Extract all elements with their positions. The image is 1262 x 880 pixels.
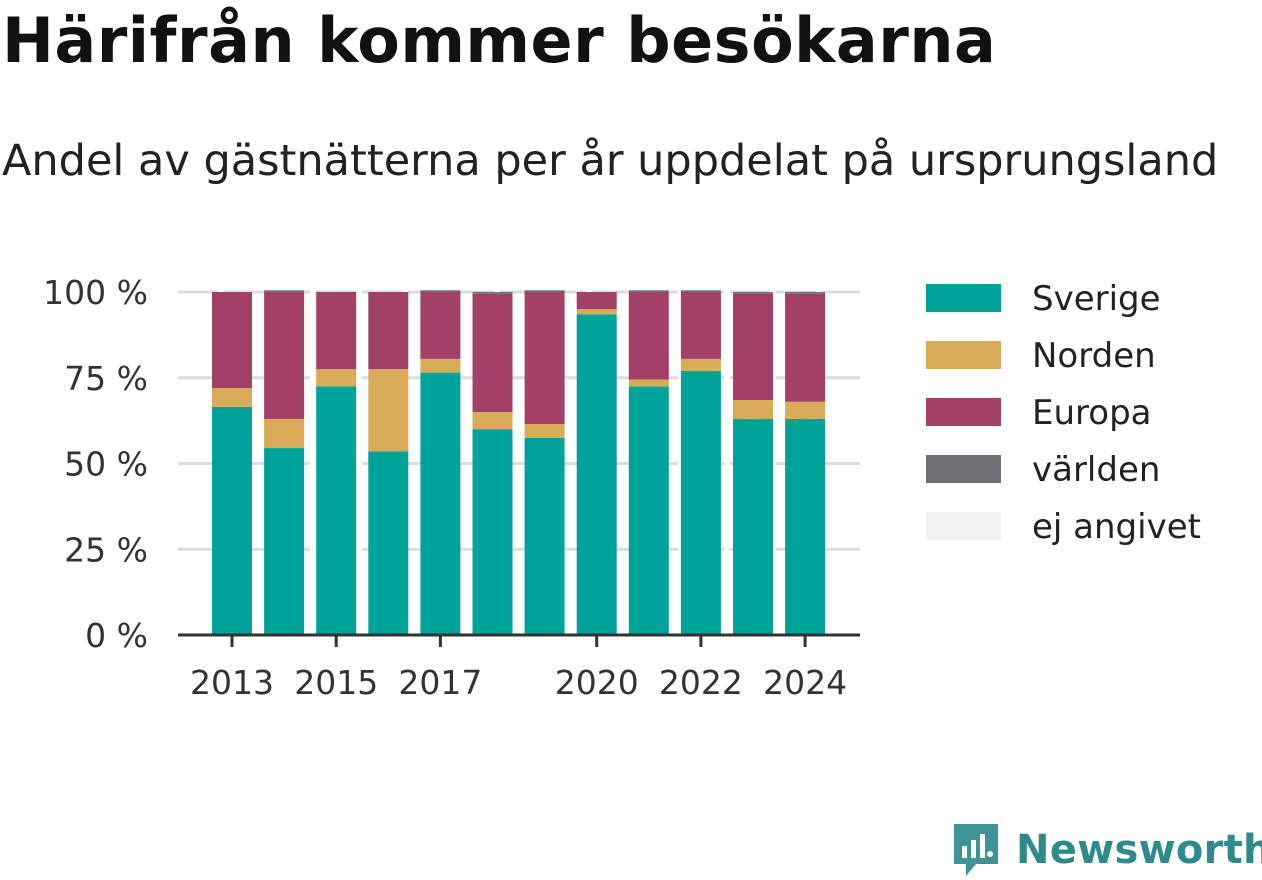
bar-segment-europa <box>316 292 357 370</box>
legend-swatch <box>926 455 1001 483</box>
newsworthy-logo-icon <box>954 824 998 876</box>
bar-segment-världen <box>680 290 721 292</box>
bar-segment-sverige <box>264 448 305 635</box>
bar-segment-norden <box>420 358 461 373</box>
legend-swatch <box>926 284 1001 312</box>
bar-segment-europa <box>785 293 826 402</box>
bar-segment-världen <box>785 292 826 294</box>
x-tick-label: 2022 <box>659 663 743 702</box>
x-tick-label: 2017 <box>398 663 482 702</box>
bar-segment-sverige <box>680 370 721 635</box>
bar-segment-europa <box>368 292 409 370</box>
bar-segment-norden <box>628 379 669 387</box>
y-tick-label: 25 % <box>64 530 148 569</box>
legend: Sverige Norden Europa världen ej angivet <box>926 279 1201 547</box>
bar-segment-sverige <box>420 372 461 635</box>
chart-subtitle: Andel av gästnätterna per år uppdelat på… <box>2 136 1219 186</box>
bar-segment-sverige <box>212 406 252 635</box>
legend-swatch <box>926 512 1001 540</box>
bar-segment-norden <box>368 369 409 452</box>
newsworthy-logo-text: Newsworthy <box>1016 827 1262 873</box>
bar-segment-norden <box>264 418 305 449</box>
bar-segment-europa <box>524 292 565 425</box>
bar-segment-europa <box>576 292 617 310</box>
y-tick-label: 0 % <box>85 616 148 655</box>
legend-label: ej angivet <box>1032 507 1201 547</box>
legend-label: Europa <box>1032 393 1151 433</box>
legend-swatch <box>926 398 1001 426</box>
bars <box>212 290 826 635</box>
bar-segment-sverige <box>316 386 357 635</box>
bar-segment-europa <box>680 292 721 359</box>
y-tick-label: 75 % <box>64 359 148 398</box>
bar-segment-norden <box>680 358 721 371</box>
axes: 0 % 25 % 50 % 75 % 100 % 2013 2015 2017 2020 2022… <box>43 273 860 702</box>
bar-segment-norden <box>524 424 565 438</box>
x-tick-label: 2015 <box>294 663 378 702</box>
y-tick-label: 50 % <box>64 445 148 484</box>
bar-segment-världen <box>524 290 565 292</box>
bar-segment-sverige <box>785 418 826 635</box>
bar-segment-norden <box>316 369 357 387</box>
bar-segment-världen <box>628 290 669 292</box>
bar-segment-europa <box>212 292 252 389</box>
bar-segment-europa <box>420 292 461 359</box>
bar-segment-världen <box>472 292 513 294</box>
bar-segment-norden <box>212 388 252 407</box>
bar-segment-sverige <box>733 418 773 635</box>
newsworthy-logo: Newsworthy <box>950 820 1262 880</box>
bar-segment-norden <box>576 309 617 315</box>
bar-segment-europa <box>472 293 513 413</box>
bar-segment-världen <box>420 290 461 292</box>
bar-segment-sverige <box>628 386 669 635</box>
legend-swatch <box>926 341 1001 369</box>
x-tick-label: 2024 <box>763 663 847 702</box>
bar-segment-världen <box>264 290 305 292</box>
bar-segment-europa <box>264 292 305 419</box>
bar-segment-europa <box>733 293 773 401</box>
bar-segment-sverige <box>368 451 409 635</box>
bar-segment-europa <box>628 292 669 380</box>
legend-label: Sverige <box>1032 279 1161 319</box>
bar-segment-norden <box>472 412 513 430</box>
x-tick-label: 2013 <box>190 663 274 702</box>
bar-segment-norden <box>785 401 826 419</box>
bar-segment-sverige <box>576 314 617 635</box>
legend-label: världen <box>1032 450 1160 490</box>
legend-label: Norden <box>1032 336 1156 376</box>
stacked-bar-chart: 0 % 25 % 50 % 75 % 100 % 2013 2015 2017 2020 2022… <box>43 273 1201 702</box>
bar-segment-världen <box>733 292 773 294</box>
bar-segment-sverige <box>524 437 565 635</box>
y-tick-label: 100 % <box>43 273 148 312</box>
chart-title: Härifrån kommer besökarna <box>2 4 997 77</box>
bar-segment-sverige <box>472 429 513 635</box>
bar-segment-norden <box>733 400 773 419</box>
x-tick-label: 2020 <box>555 663 639 702</box>
